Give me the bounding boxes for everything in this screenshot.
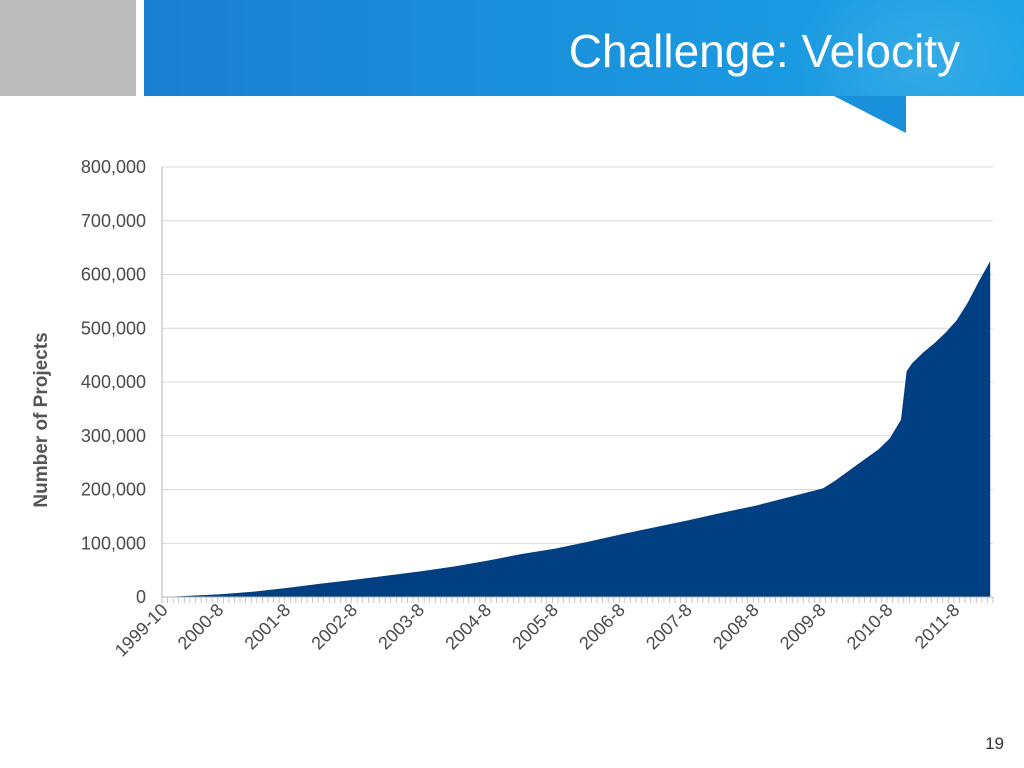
x-tick-label: 2000-8 <box>174 600 228 654</box>
x-tick-label: 2009-8 <box>776 600 830 654</box>
x-tick-label: 2002-8 <box>307 600 361 654</box>
title-bar-pointer <box>834 96 906 133</box>
x-tick-label: 2001-8 <box>241 600 295 654</box>
x-tick-label: 2005-8 <box>508 600 562 654</box>
x-tick-label: 2007-8 <box>642 600 696 654</box>
x-tick-label: 2003-8 <box>374 600 428 654</box>
y-axis-ticks: 0 100,000 200,000 300,000 400,000 500,000 600,… <box>81 157 146 607</box>
y-tick-label: 100,000 <box>81 533 146 553</box>
y-tick-label: 600,000 <box>81 265 146 285</box>
x-tick-label: 2011-8 <box>911 600 964 653</box>
x-tick-label: 2004-8 <box>441 600 495 654</box>
y-tick-label: 0 <box>136 587 146 607</box>
x-axis-ticks: 1999-10 2000-8 2001-8 2002-8 2003-8 2004-8 200… <box>111 600 964 661</box>
corner-gray-block <box>0 0 136 96</box>
y-axis-label: Number of Projects <box>31 332 52 507</box>
y-tick-label: 800,000 <box>81 157 146 177</box>
y-tick-label: 400,000 <box>81 372 146 392</box>
y-tick-label: 300,000 <box>81 426 146 446</box>
x-tick-label: 2006-8 <box>575 600 629 654</box>
x-tick-label: 2010-8 <box>843 600 897 654</box>
page-number: 19 <box>985 734 1004 753</box>
slide-title: Challenge: Velocity <box>568 25 960 77</box>
axes <box>161 167 994 603</box>
title-bar-decor <box>794 0 1024 96</box>
y-tick-label: 700,000 <box>81 211 146 231</box>
y-tick-label: 200,000 <box>81 480 146 500</box>
projects-area-chart: 0 100,000 200,000 300,000 400,000 500,000 600,… <box>31 157 994 661</box>
projects-area-series <box>164 261 991 597</box>
title-bar: Challenge: Velocity <box>144 0 1024 96</box>
x-tick-label: 2008-8 <box>709 600 763 654</box>
x-tick-label: 1999-10 <box>111 600 172 661</box>
y-tick-label: 500,000 <box>81 318 146 338</box>
